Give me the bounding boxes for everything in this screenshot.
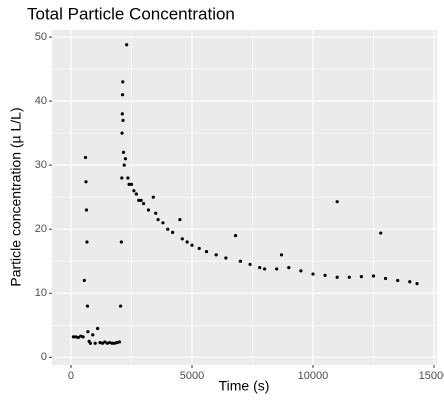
point	[141, 201, 146, 206]
point	[156, 217, 160, 222]
point	[323, 273, 327, 277]
y-tick-label: 30	[35, 159, 47, 171]
point	[287, 266, 291, 270]
point	[126, 176, 130, 180]
point	[262, 267, 267, 271]
point	[82, 278, 86, 283]
point	[84, 208, 89, 212]
point	[74, 335, 78, 339]
point	[134, 192, 138, 196]
point	[127, 182, 131, 186]
point	[379, 231, 383, 235]
y-tick-label: 20	[35, 223, 47, 235]
point	[93, 341, 97, 345]
point	[275, 267, 279, 271]
point	[125, 43, 129, 47]
point	[197, 246, 201, 251]
point	[224, 256, 228, 260]
y-tick-label: 40	[35, 95, 47, 107]
x-tick-label: 10000	[298, 370, 329, 382]
point	[146, 208, 151, 212]
point	[123, 157, 128, 161]
point	[137, 198, 141, 202]
point	[335, 275, 339, 279]
point	[279, 253, 284, 257]
point	[85, 240, 89, 244]
point	[120, 131, 124, 135]
point	[76, 335, 80, 340]
point	[214, 253, 218, 257]
point	[120, 112, 124, 116]
point	[98, 340, 102, 345]
point	[110, 341, 114, 345]
point	[88, 341, 92, 345]
point	[119, 240, 123, 244]
point	[121, 118, 125, 122]
point	[166, 227, 170, 231]
point	[335, 200, 339, 204]
x-axis-label: Time (s)	[219, 378, 270, 394]
point	[248, 262, 252, 267]
point	[100, 341, 105, 345]
point	[299, 269, 303, 273]
point	[371, 274, 376, 278]
point	[180, 237, 184, 241]
point	[84, 180, 88, 184]
point	[120, 93, 125, 97]
y-tick-label: 0	[41, 351, 47, 363]
y-axis-label: Particle concentration (µ L/L)	[8, 107, 24, 286]
point	[396, 278, 400, 283]
plot-panel	[52, 30, 437, 365]
point	[383, 276, 388, 281]
point	[238, 259, 242, 263]
y-tick-label: 50	[35, 31, 47, 43]
point	[129, 182, 134, 186]
point	[233, 234, 238, 238]
x-tick-label: 0	[68, 370, 74, 382]
y-tick-label: 10	[35, 287, 47, 299]
point	[96, 326, 100, 331]
point	[154, 211, 158, 215]
point	[178, 217, 182, 222]
point	[151, 195, 155, 199]
point	[347, 275, 351, 279]
point	[121, 80, 125, 84]
point	[86, 330, 90, 334]
point	[71, 335, 76, 339]
point	[85, 304, 90, 308]
point	[408, 280, 412, 284]
point	[132, 189, 136, 193]
point	[204, 250, 209, 254]
point	[83, 155, 88, 160]
point	[161, 221, 165, 225]
point	[119, 304, 123, 308]
chart-title: Total Particle Concentration	[27, 4, 235, 23]
point	[258, 266, 262, 270]
point	[91, 333, 95, 337]
point	[117, 340, 121, 344]
point	[139, 198, 143, 202]
point	[103, 340, 107, 344]
point	[115, 340, 119, 345]
x-tick-label: 5000	[180, 370, 204, 382]
point	[311, 272, 315, 276]
point	[121, 150, 126, 154]
point	[415, 282, 419, 286]
point	[120, 176, 124, 180]
point	[190, 243, 194, 247]
point	[105, 341, 109, 345]
point	[108, 340, 112, 345]
point	[79, 334, 83, 338]
point	[171, 230, 175, 235]
point	[122, 163, 126, 167]
point	[112, 341, 117, 345]
point	[81, 335, 85, 339]
point	[359, 275, 363, 279]
point	[185, 240, 189, 244]
